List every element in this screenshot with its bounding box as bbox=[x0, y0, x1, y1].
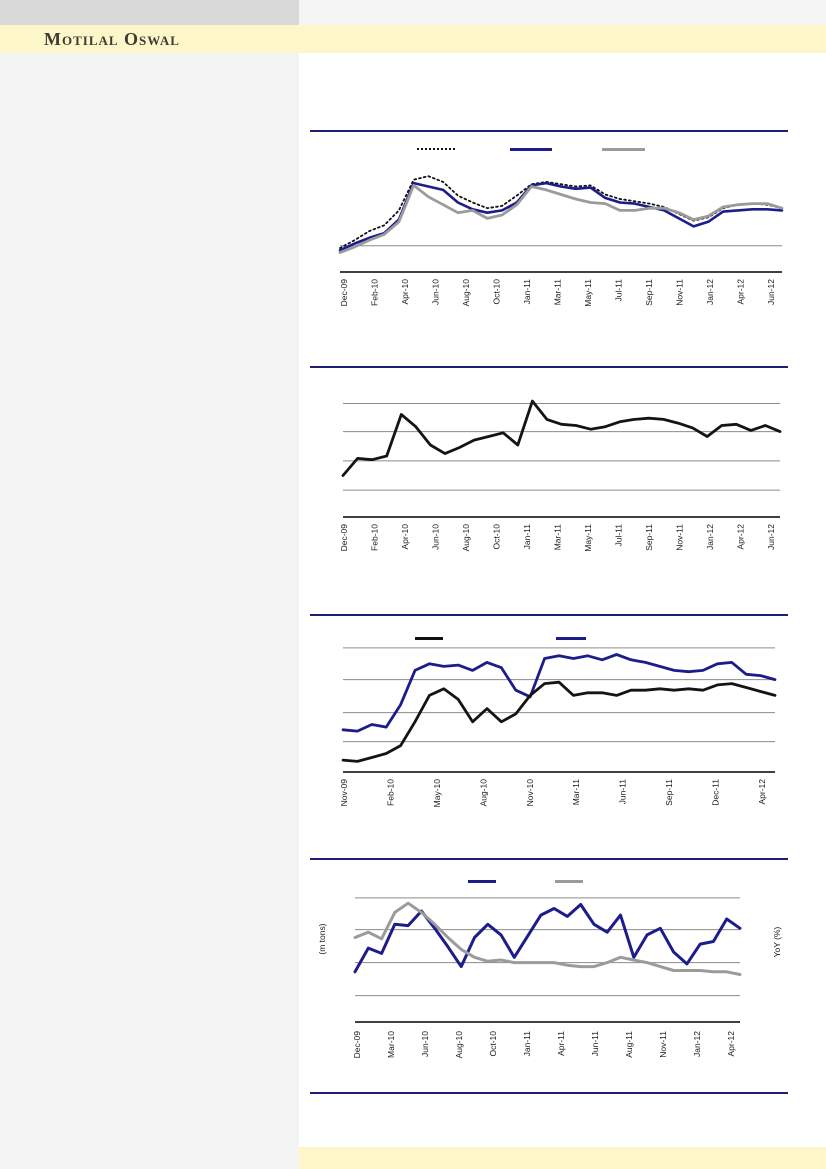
x-axis-label: Dec-09 bbox=[352, 1031, 362, 1059]
x-axis-label: Jan-12 bbox=[705, 279, 715, 305]
top-light-bar bbox=[299, 0, 826, 25]
x-axis-label: Oct-10 bbox=[488, 1031, 498, 1057]
x-axis-label: Jun-11 bbox=[618, 779, 628, 805]
x-axis-label: Jan-11 bbox=[522, 524, 532, 550]
x-axis-label: May-11 bbox=[583, 279, 593, 307]
x-axis-label: Nov-11 bbox=[658, 1031, 668, 1058]
x-axis-label: Apr-12 bbox=[757, 779, 767, 805]
x-axis-label: Mar-11 bbox=[571, 779, 581, 806]
footer-yellow-strip bbox=[299, 1147, 826, 1169]
legend-swatch-navy bbox=[510, 148, 552, 151]
x-axis-label: Dec-11 bbox=[711, 779, 721, 806]
x-axis-label: Nov-09 bbox=[339, 779, 349, 807]
chart4-navy-series bbox=[353, 903, 742, 974]
chart2-black-series bbox=[341, 399, 782, 477]
x-axis-label: May-10 bbox=[432, 779, 442, 808]
x-axis-label: Nov-10 bbox=[525, 779, 535, 807]
legend-swatch-dotted-black bbox=[417, 148, 455, 150]
x-axis-label: Apr-12 bbox=[736, 524, 746, 550]
x-axis-label: Jun-12 bbox=[766, 279, 776, 305]
x-axis-label: Oct-10 bbox=[492, 279, 502, 305]
charts-canvas: Dec-09 Feb-10 Apr-10 Jun-10 Aug-10 Oct-10 Jan-… bbox=[338, 175, 784, 1059]
chart1-gray-series bbox=[338, 183, 784, 255]
x-axis-label: Mar-10 bbox=[386, 1031, 396, 1058]
chart3-black-series bbox=[341, 680, 777, 763]
section-divider-rule bbox=[310, 614, 788, 616]
x-axis-label: Dec-09 bbox=[339, 279, 349, 307]
x-axis-label: Mar-11 bbox=[553, 524, 563, 551]
x-axis-label: Jun-10 bbox=[431, 279, 441, 305]
charts-panel: (m tons) YoY (%) Dec-09 Feb-10 Apr-10 Jun-1… bbox=[299, 53, 826, 1169]
x-axis-label: Oct-10 bbox=[492, 524, 502, 550]
legend-swatch-gray bbox=[555, 880, 583, 883]
x-axis-label: Aug-10 bbox=[461, 524, 471, 552]
chart3-navy-series bbox=[341, 653, 777, 733]
x-axis-label: Aug-10 bbox=[461, 279, 471, 307]
x-axis-label: May-11 bbox=[583, 524, 593, 552]
x-axis-label: Apr-12 bbox=[736, 279, 746, 305]
x-axis-label: Jun-10 bbox=[420, 1031, 430, 1057]
chart4-gray-series bbox=[353, 901, 742, 976]
x-axis-label: Feb-10 bbox=[370, 279, 380, 306]
x-axis-label: Sep-11 bbox=[664, 779, 674, 806]
legend-swatch-navy bbox=[556, 637, 586, 640]
x-axis-label: Apr-10 bbox=[400, 524, 410, 550]
x-axis-label: Aug-10 bbox=[454, 1031, 464, 1059]
x-axis-label: Sep-11 bbox=[644, 524, 654, 551]
x-axis-label: Jan-11 bbox=[522, 1031, 532, 1057]
x-axis-label: Aug-11 bbox=[624, 1031, 634, 1058]
x-axis-label: Nov-11 bbox=[675, 279, 685, 306]
chart1-navy-series bbox=[338, 181, 784, 252]
x-axis-label: Apr-11 bbox=[556, 1031, 566, 1056]
x-axis-label: Jun-11 bbox=[590, 1031, 600, 1057]
section-divider-rule bbox=[310, 1092, 788, 1094]
section-divider-rule bbox=[310, 130, 788, 132]
top-gray-bar bbox=[0, 0, 299, 25]
section-divider-rule bbox=[310, 858, 788, 860]
x-axis-label: Jul-11 bbox=[614, 279, 624, 302]
x-axis-label: Jan-12 bbox=[705, 524, 715, 550]
x-axis-label: Mar-11 bbox=[553, 279, 563, 306]
x-axis-label: Feb-10 bbox=[385, 779, 395, 806]
x-axis-label: Jul-11 bbox=[614, 524, 624, 547]
section-divider-rule bbox=[310, 366, 788, 368]
x-axis-label: Apr-12 bbox=[726, 1031, 736, 1057]
legend-swatch-navy bbox=[468, 880, 496, 883]
x-axis-label: Sep-11 bbox=[644, 279, 654, 306]
x-axis-label: Dec-09 bbox=[339, 524, 349, 552]
brand-logo: Motilal Oswal bbox=[44, 29, 180, 49]
x-axis-label: Jun-10 bbox=[431, 524, 441, 550]
brand-banner: Motilal Oswal bbox=[0, 25, 826, 53]
x-axis-label: Aug-10 bbox=[478, 779, 488, 807]
x-axis-label: Jan-11 bbox=[522, 279, 532, 305]
x-axis-label: Feb-10 bbox=[370, 524, 380, 551]
legend-swatch-gray bbox=[602, 148, 645, 151]
x-axis-label: Apr-10 bbox=[400, 279, 410, 305]
x-axis-label: Jun-12 bbox=[766, 524, 776, 550]
legend-swatch-black bbox=[415, 637, 443, 640]
x-axis-label: Jan-12 bbox=[692, 1031, 702, 1057]
left-margin-panel bbox=[0, 53, 299, 1169]
x-axis-label: Nov-11 bbox=[675, 524, 685, 551]
